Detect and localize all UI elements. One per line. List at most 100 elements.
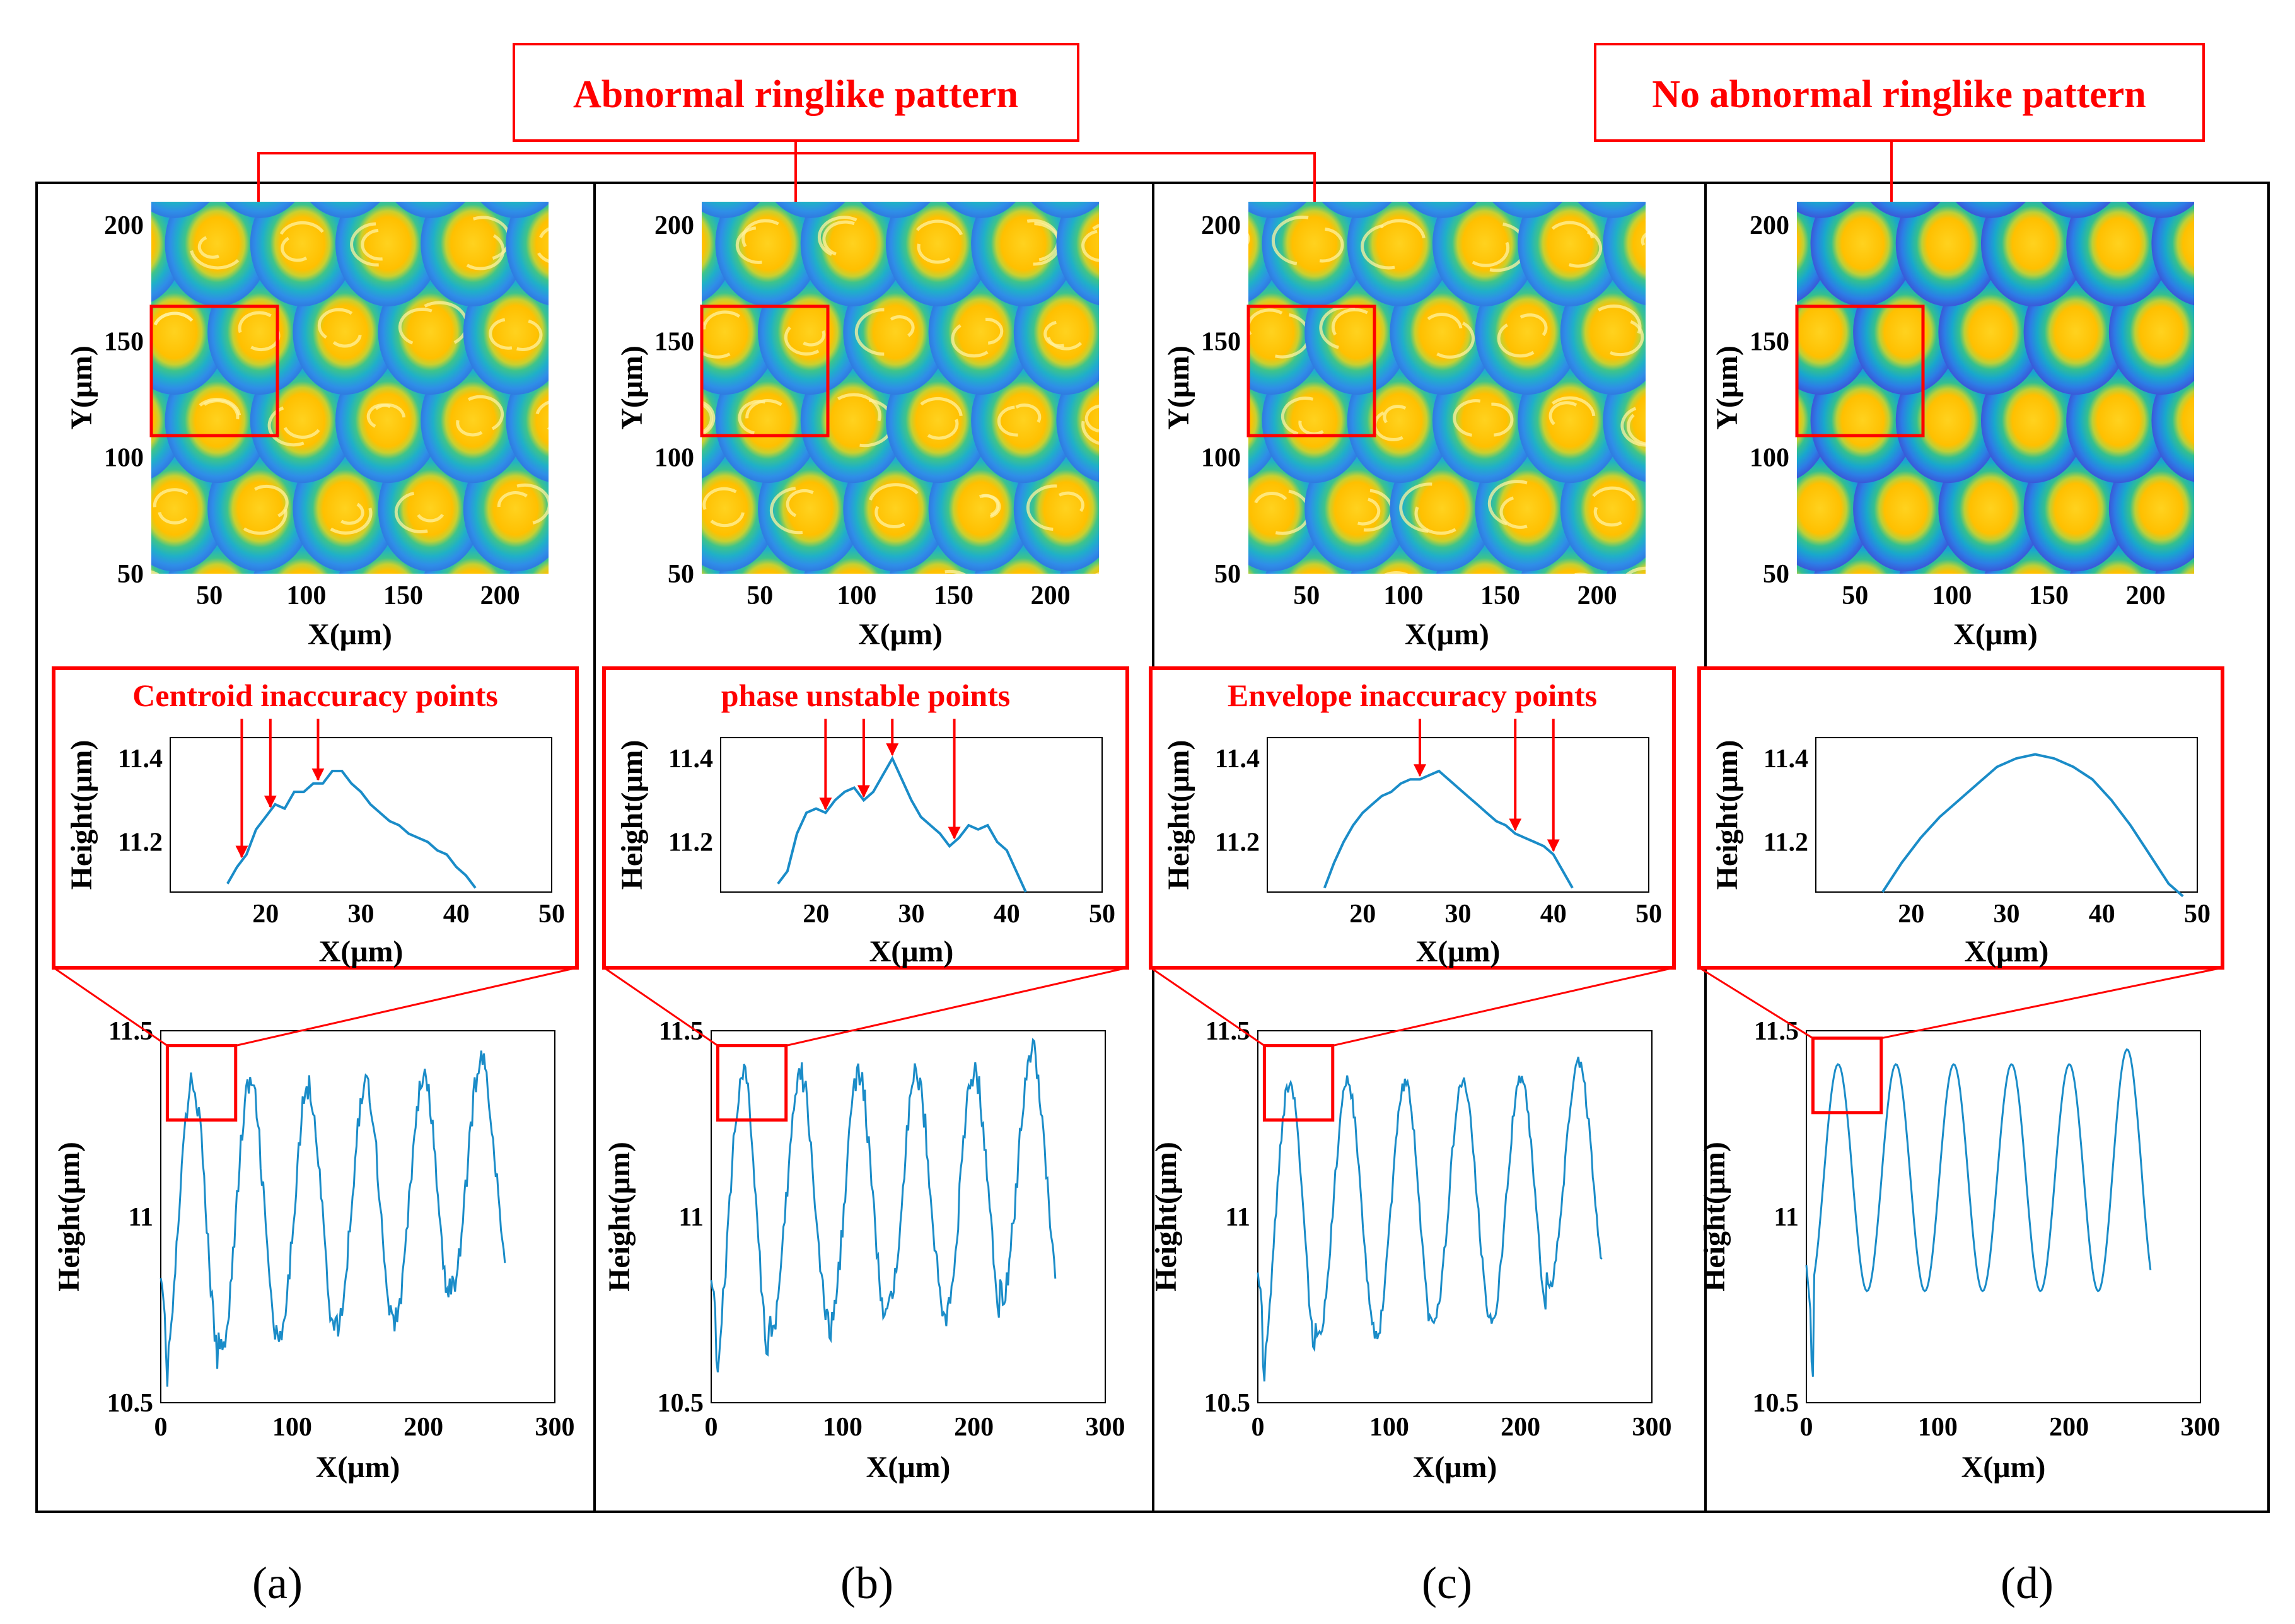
- inset-x-tick-label: 50: [538, 900, 565, 929]
- profile-y-tick-label: 11.5: [1754, 1017, 1799, 1046]
- callout-box: [1594, 43, 2205, 142]
- ring-artifact: [1677, 492, 1700, 516]
- lens: [860, 202, 931, 218]
- x-tick-label: 150: [934, 581, 973, 610]
- ring-artifact: [594, 508, 615, 522]
- ring-artifact: [1712, 571, 1751, 602]
- zoom-connector: [1881, 966, 2223, 1040]
- ring-artifact: [1330, 134, 1361, 163]
- selected-lens-box: [700, 304, 830, 438]
- ring-artifact: [497, 491, 528, 508]
- zoom-connector: [1332, 966, 1675, 1047]
- ring-artifact: [190, 250, 240, 270]
- ring-artifact: [1491, 402, 1514, 437]
- lens: [2279, 622, 2295, 748]
- ring-artifact: [1088, 584, 1105, 607]
- ring-artifact: [238, 311, 272, 334]
- ring-artifact: [1331, 308, 1368, 336]
- profile-y-axis-label: Height(μm): [52, 1142, 86, 1292]
- x-tick-label: 100: [1383, 581, 1423, 610]
- x-tick-label: 200: [1031, 581, 1071, 610]
- y-tick-label: 100: [104, 444, 144, 473]
- inset-frame: [1697, 666, 2224, 970]
- inset-title: Envelope inaccuracy points: [1228, 678, 1597, 713]
- lens: [0, 534, 99, 659]
- lens: [0, 181, 99, 306]
- y-axis-label: Y(μm): [1711, 345, 1744, 430]
- ring-artifact: [1183, 504, 1202, 522]
- ring-artifact: [1271, 216, 1309, 265]
- lens: [2040, 202, 2112, 218]
- ring-artifact: [1415, 131, 1450, 161]
- ring-artifact: [710, 512, 745, 528]
- ring-artifact: [598, 228, 634, 270]
- ring-artifact: [55, 146, 96, 184]
- profile-x-tick-label: 200: [1501, 1413, 1540, 1442]
- ring-artifact: [330, 508, 373, 535]
- y-tick-label: 150: [1201, 327, 1241, 356]
- ring-artifact: [984, 582, 1025, 626]
- ring-artifact: [1641, 233, 1646, 246]
- ring-artifact: [1243, 154, 1286, 182]
- ring-artifact: [1361, 224, 1395, 270]
- ring-artifact: [1081, 420, 1099, 445]
- inset-x-axis-label: X(μm): [319, 935, 404, 968]
- ring-artifact: [537, 252, 549, 263]
- lens-array: [545, 181, 1105, 626]
- lens: [945, 202, 1016, 218]
- ring-artifact: [1427, 313, 1463, 329]
- profile-x-tick-label: 200: [404, 1413, 443, 1442]
- ring-artifact: [350, 222, 379, 267]
- ring-artifact: [1058, 491, 1084, 513]
- inset-x-tick-label: 40: [994, 900, 1020, 929]
- ring-artifact: [642, 491, 666, 521]
- ring-artifact: [1497, 323, 1535, 358]
- ring-artifact: [1373, 411, 1403, 441]
- ring-artifact: [1166, 322, 1183, 345]
- lens: [1640, 181, 1745, 306]
- panel-a: 50 100 150 20050100150200X(μm)Y(μm)Centroid…: [0, 129, 641, 1484]
- lens: [1688, 181, 1793, 306]
- x-tick-label: 100: [1932, 581, 1972, 610]
- ring-artifact: [317, 308, 353, 339]
- ring-artifact: [951, 324, 989, 358]
- ring-artifact: [592, 144, 612, 153]
- ring-artifact: [854, 308, 885, 356]
- ring-artifact: [28, 238, 49, 258]
- inset-frame: [1149, 666, 1676, 970]
- lens: [224, 202, 295, 218]
- ring-artifact: [417, 513, 444, 523]
- lens: [2279, 446, 2295, 571]
- ring-artifact: [735, 226, 762, 264]
- ring-artifact: [1254, 492, 1287, 504]
- profile-x-tick-label: 0: [1800, 1413, 1813, 1442]
- ring-artifact: [741, 219, 779, 248]
- y-tick-label: 50: [1214, 560, 1241, 589]
- profile-y-axis-label: Height(μm): [1149, 1142, 1183, 1292]
- profile-y-tick-label: 11: [1774, 1203, 1799, 1232]
- lens: [545, 181, 649, 306]
- lens: [775, 202, 845, 218]
- y-tick-label: 150: [1750, 327, 1789, 356]
- ring-artifact: [1141, 572, 1177, 609]
- inset-axes: [170, 737, 552, 893]
- ring-artifact: [1107, 403, 1140, 444]
- profile-y-tick-label: 11: [128, 1203, 153, 1232]
- ring-artifact: [874, 506, 905, 528]
- ring-artifact: [702, 400, 716, 436]
- profile-series-line: [710, 1038, 1057, 1372]
- ring-artifact: [1281, 397, 1314, 436]
- ring-artifact: [151, 419, 152, 426]
- profile-x-tick-label: 200: [2049, 1413, 2089, 1442]
- ring-artifact: [612, 576, 641, 611]
- ring-artifact: [1015, 403, 1042, 423]
- selected-lens-box: [1246, 304, 1376, 438]
- ring-artifact: [1548, 401, 1577, 426]
- y-axis-label: Y(μm): [615, 345, 649, 430]
- lens: [151, 202, 210, 218]
- inset-x-tick-label: 50: [1089, 900, 1115, 929]
- ring-artifact: [316, 129, 356, 160]
- ring-artifact: [769, 487, 803, 535]
